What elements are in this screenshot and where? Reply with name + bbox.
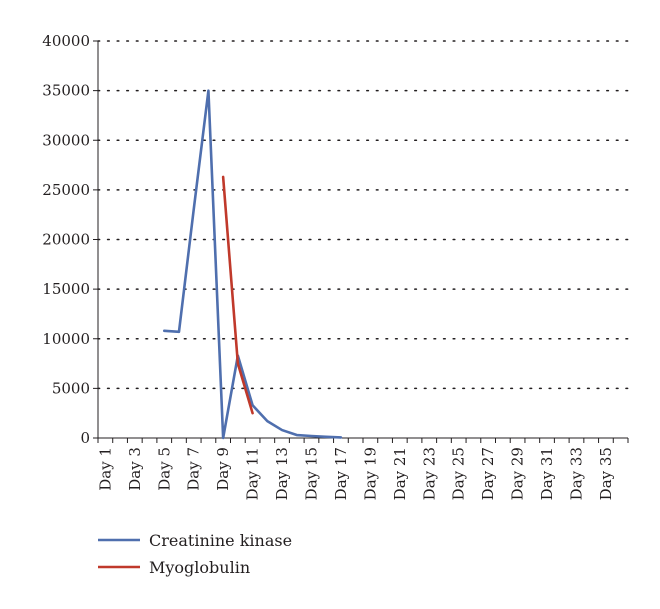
data-point-1-5 <box>222 437 224 439</box>
data-point-1-9 <box>281 429 283 431</box>
legend: Creatinine kinase Myoglobulin <box>98 531 292 577</box>
x-tick-label: Day 15 <box>302 447 320 500</box>
x-tick-label: Day 27 <box>479 447 497 500</box>
x-tick-label: Day 25 <box>450 447 468 500</box>
series-lines <box>162 89 343 440</box>
y-tick-label: 15000 <box>42 280 90 298</box>
x-tick-label: Day 33 <box>567 447 585 500</box>
y-tick-label: 30000 <box>42 131 90 149</box>
data-point-1-8 <box>266 420 269 422</box>
x-tick-label: Day 3 <box>126 447 144 491</box>
x-tick-label: Day 29 <box>509 447 527 500</box>
x-tick-label: Day 31 <box>538 447 556 500</box>
data-point-1-2 <box>178 331 180 333</box>
data-point-1-10 <box>295 434 298 436</box>
series-line-2 <box>221 175 254 415</box>
x-tick-label: Day 35 <box>597 447 615 500</box>
y-tick-labels: 0 5000 10000 15000 20000 25000 30000 35000 40000 <box>42 32 90 447</box>
data-point-1-12 <box>325 436 327 438</box>
x-tick-label: Day 5 <box>155 447 173 491</box>
data-point-1-3 <box>192 208 195 211</box>
x-tick-label: Day 21 <box>391 447 409 500</box>
x-tick-label: Day 9 <box>214 447 232 491</box>
data-point-2-2 <box>237 362 239 365</box>
y-tick-label: 20000 <box>42 231 90 249</box>
data-point-2-3 <box>251 412 254 414</box>
axes <box>93 40 629 443</box>
y-tick-label: 0 <box>80 429 90 447</box>
x-tick-label: Day 11 <box>244 447 262 500</box>
series-line-1 <box>162 89 343 440</box>
y-tick-label: 10000 <box>42 330 90 348</box>
x-tick-label: Day 19 <box>361 447 379 500</box>
x-tick-labels: Day 1 Day 3 Day 5 Day 7 Day 9 Day 11 Day 13 Day… <box>96 447 615 500</box>
y-tick-label: 40000 <box>42 32 90 50</box>
x-tick-label: Day 7 <box>185 447 203 491</box>
legend-label-2: Myoglobulin <box>149 558 250 577</box>
x-tick-label: Day 17 <box>332 447 350 500</box>
data-point-2-1 <box>222 176 224 178</box>
data-point-1-13 <box>340 436 342 439</box>
y-tick-label: 5000 <box>52 379 90 397</box>
x-tick-label: Day 13 <box>273 447 291 500</box>
y-tick-label: 25000 <box>42 181 90 199</box>
x-tick-label: Day 23 <box>420 447 438 500</box>
data-point-1-7 <box>251 404 254 407</box>
grid-lines <box>97 40 629 390</box>
x-tick-label: Day 1 <box>96 447 114 491</box>
data-point-1-1 <box>163 330 166 332</box>
data-point-1-4 <box>207 89 210 92</box>
legend-label-1: Creatinine kinase <box>149 531 292 550</box>
y-tick-label: 35000 <box>42 82 90 100</box>
data-point-1-11 <box>310 435 313 437</box>
